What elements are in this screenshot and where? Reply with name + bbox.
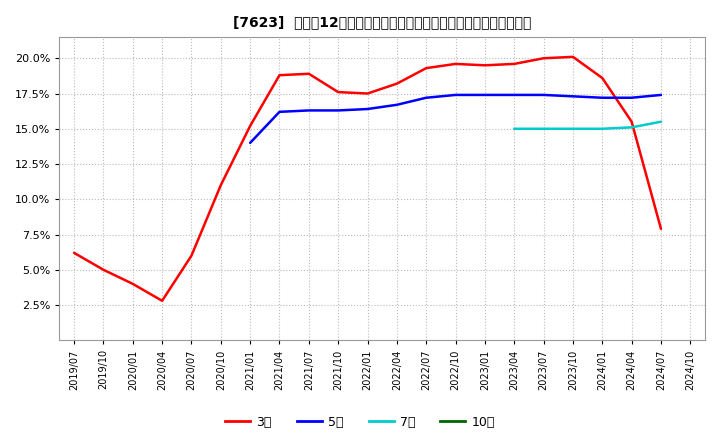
3年 xyxy=(246,123,254,128)
5年 xyxy=(627,95,636,100)
5年 xyxy=(657,92,665,98)
5年 xyxy=(392,102,401,107)
Line: 3年: 3年 xyxy=(74,57,661,301)
3年 xyxy=(422,66,431,71)
5年 xyxy=(569,94,577,99)
3年 xyxy=(657,226,665,231)
3年 xyxy=(99,267,108,272)
5年 xyxy=(334,108,343,113)
3年 xyxy=(598,75,607,81)
3年 xyxy=(275,73,284,78)
5年 xyxy=(422,95,431,100)
7年 xyxy=(598,126,607,132)
3年 xyxy=(451,61,460,66)
Line: 5年: 5年 xyxy=(250,95,661,143)
3年 xyxy=(510,61,518,66)
5年 xyxy=(363,106,372,112)
3年 xyxy=(128,281,137,286)
7年 xyxy=(657,119,665,125)
5年 xyxy=(510,92,518,98)
Line: 7年: 7年 xyxy=(514,122,661,129)
3年 xyxy=(305,71,313,77)
3年 xyxy=(187,253,196,258)
Legend: 3年, 5年, 7年, 10年: 3年, 5年, 7年, 10年 xyxy=(220,411,500,434)
3年 xyxy=(480,62,489,68)
5年 xyxy=(598,95,607,100)
3年 xyxy=(217,183,225,188)
3年 xyxy=(392,81,401,86)
5年 xyxy=(480,92,489,98)
3年 xyxy=(539,55,548,61)
Title: [7623]  売上高12か月移動合計の対前年同期増減率の標準偏差の推移: [7623] 売上高12か月移動合計の対前年同期増減率の標準偏差の推移 xyxy=(233,15,531,29)
3年 xyxy=(363,91,372,96)
3年 xyxy=(70,250,78,256)
5年 xyxy=(451,92,460,98)
5年 xyxy=(305,108,313,113)
7年 xyxy=(627,125,636,130)
5年 xyxy=(246,140,254,146)
7年 xyxy=(569,126,577,132)
3年 xyxy=(627,119,636,125)
5年 xyxy=(539,92,548,98)
7年 xyxy=(539,126,548,132)
3年 xyxy=(158,298,166,304)
5年 xyxy=(275,109,284,114)
7年 xyxy=(510,126,518,132)
3年 xyxy=(569,54,577,59)
3年 xyxy=(334,89,343,95)
